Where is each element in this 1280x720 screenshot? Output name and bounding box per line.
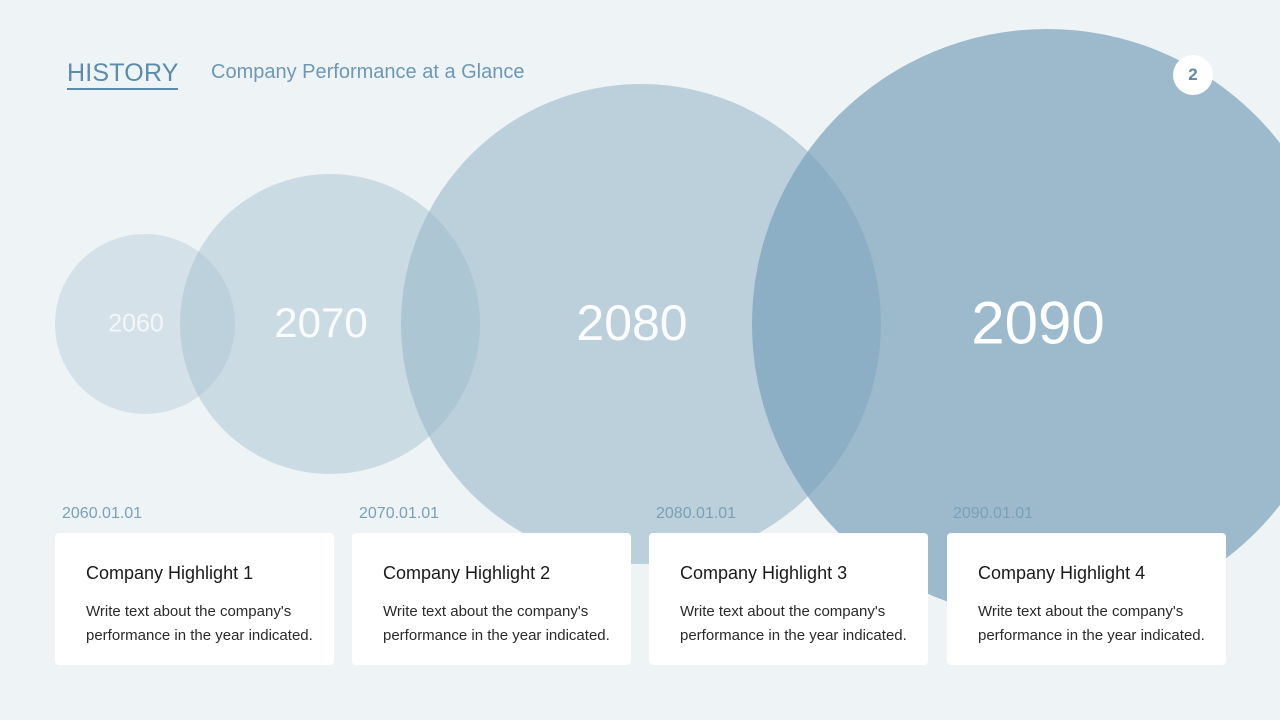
date-label-3: 2080.01.01	[656, 505, 737, 522]
year-label-3: 2080	[576, 295, 688, 351]
highlight-card-1: Company Highlight 1 Write text about the…	[55, 533, 334, 665]
date-label-4: 2090.01.01	[953, 505, 1034, 522]
highlight-title: Company Highlight 4	[978, 563, 1146, 583]
year-label-4: 2090	[971, 289, 1105, 357]
year-circle-2090	[752, 29, 1280, 619]
page-number-badge: 2	[1173, 55, 1213, 95]
date-label-2: 2070.01.01	[359, 505, 440, 522]
highlight-title: Company Highlight 2	[383, 563, 551, 583]
highlight-body: Write text about the company's performan…	[86, 603, 313, 644]
section-title-underline	[67, 88, 178, 90]
highlight-body: Write text about the company's performan…	[383, 603, 610, 644]
highlight-body: Write text about the company's performan…	[680, 603, 907, 644]
highlight-body: Write text about the company's performan…	[978, 603, 1205, 644]
year-circle-2060	[55, 234, 235, 414]
highlight-card-4: Company Highlight 4 Write text about the…	[947, 533, 1226, 665]
highlight-title: Company Highlight 3	[680, 563, 848, 583]
highlight-card-2: Company Highlight 2 Write text about the…	[352, 533, 631, 665]
highlight-card-3: Company Highlight 3 Write text about the…	[649, 533, 928, 665]
date-label-1: 2060.01.01	[62, 505, 143, 522]
year-label-2: 2070	[274, 299, 368, 346]
year-label-1: 2060	[108, 309, 164, 338]
page-subtitle: Company Performance at a Glance	[211, 61, 525, 83]
section-title: HISTORY	[67, 59, 179, 87]
highlight-title: Company Highlight 1	[86, 563, 254, 583]
